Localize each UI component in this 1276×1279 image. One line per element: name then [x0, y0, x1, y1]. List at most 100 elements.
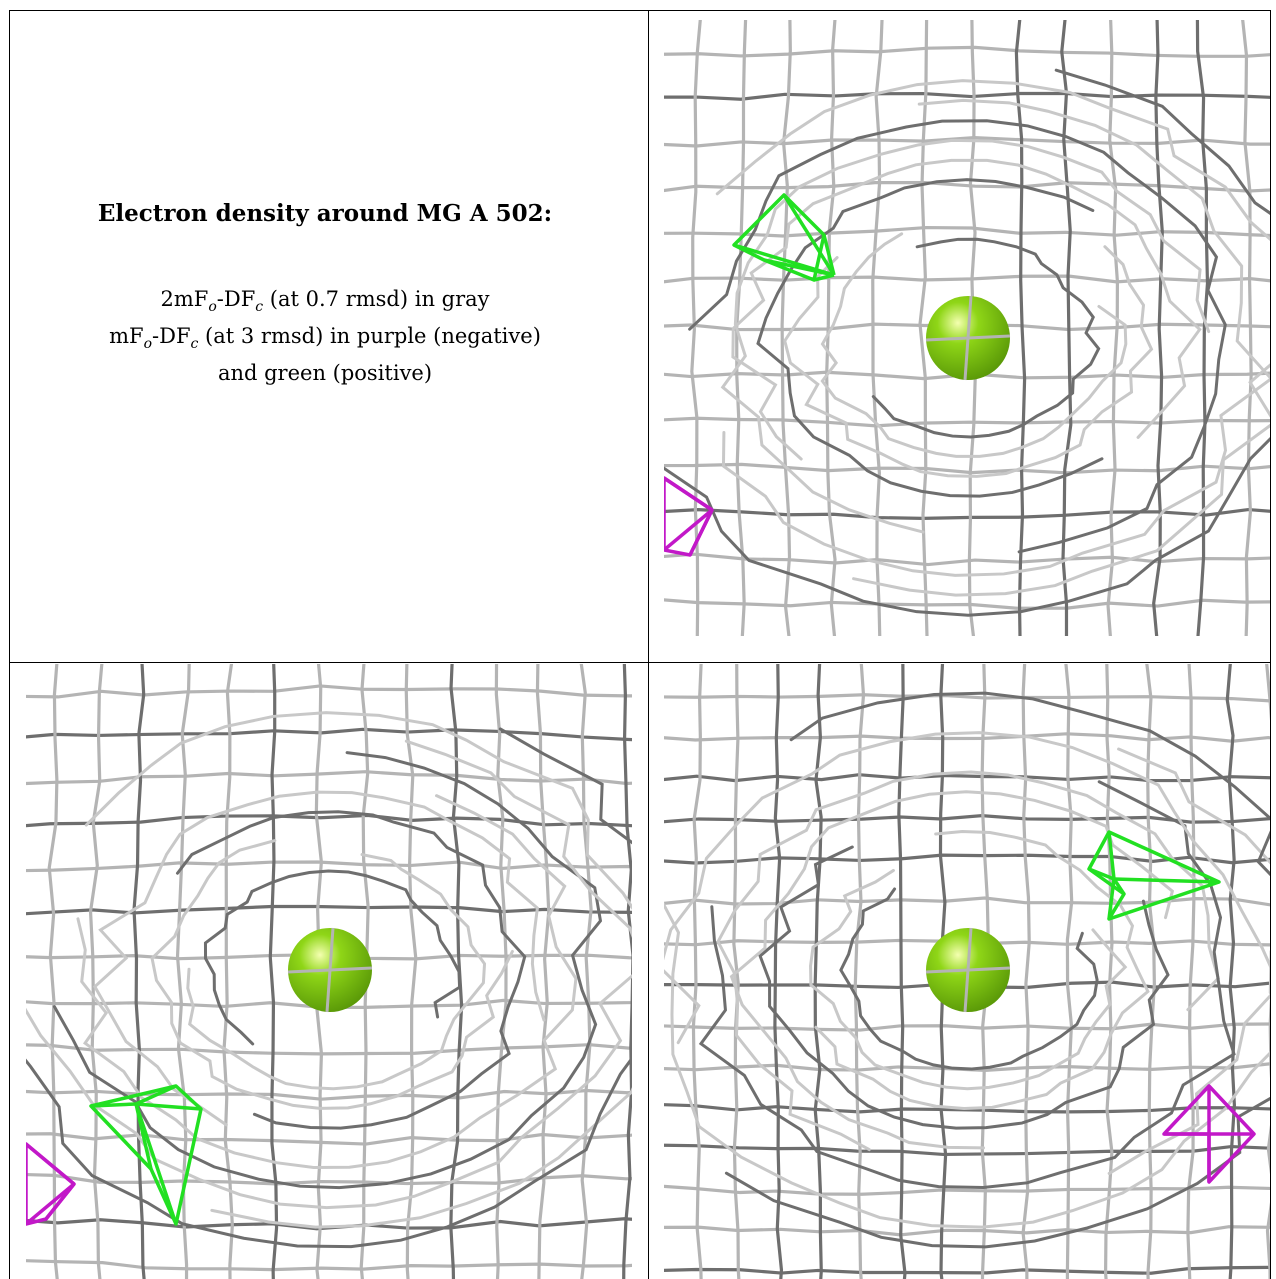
mesh-line: [404, 664, 418, 1279]
negative-difference-blob: [664, 476, 714, 557]
grid-line-top: [9, 10, 1271, 11]
gray-density-mesh: [664, 20, 1270, 636]
mesh-line: [47, 664, 59, 1279]
positive-difference-blob: [89, 1084, 203, 1226]
mesh-line: [664, 1265, 1270, 1275]
mesh-line: [664, 552, 1270, 567]
mesh-shell-line: [715, 79, 1270, 597]
mesh-line: [691, 664, 703, 1279]
mesh-line: [135, 1102, 202, 1111]
mesh-line: [664, 896, 1270, 907]
mesh-line: [1113, 877, 1220, 884]
mesh-line: [664, 732, 1270, 743]
mesh-line: [26, 1259, 632, 1272]
mesh-line: [732, 193, 826, 282]
mesh-line: [1107, 831, 1116, 880]
mesh-line: [222, 664, 234, 1279]
grid-line-left: [9, 10, 10, 1279]
mesh-line: [88, 664, 104, 1279]
mesh-shell-line: [783, 245, 1154, 478]
mesh-line: [664, 508, 714, 552]
mesh-line: [26, 1172, 632, 1186]
mesh-shell-line: [26, 739, 632, 1210]
mesh-line: [825, 20, 837, 636]
gray-density-mesh: [664, 664, 1270, 1279]
figure-caption: Electron density around MG A 502: 2mFo-D…: [10, 200, 640, 388]
mesh-line: [813, 664, 823, 1279]
mesh-line: [175, 664, 191, 1279]
mesh-line: [664, 814, 1270, 824]
mesh-line: [1014, 20, 1027, 636]
mesh-shell-line: [724, 691, 1270, 1249]
mesh-shell-line: [758, 845, 1170, 1130]
mesh-line: [664, 1184, 1270, 1196]
mesh-line: [1106, 20, 1120, 636]
caption-line-colors: and green (positive): [217, 361, 433, 386]
mesh-shell-line: [721, 98, 1270, 577]
density-view-panel: [664, 20, 1270, 636]
caption-line-2fofc: 2mFo-DFc (at 0.7 rmsd) in gray: [160, 287, 490, 316]
mesh-line: [268, 664, 279, 1279]
mesh-line: [773, 664, 784, 1279]
mesh-line: [664, 1022, 1270, 1032]
mesh-line: [1225, 664, 1236, 1279]
mesh-shell-line: [76, 794, 578, 1169]
mesh-shell-line: [839, 887, 1099, 1071]
mesh-shell-line: [814, 829, 1150, 1111]
mesh-line: [535, 664, 551, 1279]
density-view-panel: [664, 664, 1270, 1279]
mesh-line: [664, 773, 1270, 783]
caption-line-fofc: mFo-DFc (at 3 rmsd) in purple (negative): [109, 324, 541, 353]
density-view-2: [26, 664, 632, 1279]
caption-title: Electron density around MG A 502:: [97, 200, 553, 227]
mesh-shell-line: [731, 158, 1202, 461]
mesh-shell-line: [26, 727, 632, 1249]
mesh-shell-line: [809, 868, 1128, 1091]
density-view-panel: [26, 664, 632, 1279]
grid-line-row-divider: [9, 662, 1271, 663]
mesh-line: [1064, 664, 1074, 1279]
mesh-line: [1145, 664, 1156, 1279]
mesh-line: [449, 664, 464, 1279]
mesh-line: [1152, 20, 1164, 636]
mesh-line: [664, 1225, 1270, 1237]
mesh-shell-line: [729, 790, 1175, 1150]
density-view-3: [664, 664, 1270, 1279]
mesh-line: [325, 927, 335, 1013]
mesh-line: [735, 20, 748, 636]
mesh-line: [780, 20, 792, 636]
mesh-line: [26, 1217, 632, 1231]
mesh-shell-line: [716, 770, 1220, 1152]
mesh-line: [664, 416, 1270, 428]
mesh-line: [134, 1103, 153, 1170]
mesh-line: [1021, 664, 1031, 1279]
mesh-line: [1186, 664, 1196, 1279]
mesh-line: [664, 476, 714, 557]
mesh-shell-line: [871, 237, 1101, 439]
mesh-line: [26, 1182, 76, 1226]
mesh-line: [1103, 664, 1114, 1279]
mesh-shell-line: [664, 747, 1270, 1229]
grid-line-right: [1270, 10, 1271, 1279]
mesh-line: [622, 664, 632, 1279]
density-view-1: [664, 20, 1270, 636]
mesh-shell-line: [664, 731, 1270, 1175]
mesh-line: [1087, 830, 1221, 921]
mesh-line: [664, 693, 1270, 703]
mesh-line: [822, 234, 836, 276]
mesh-line: [664, 1143, 1270, 1157]
mesh-line: [690, 20, 702, 636]
mesh-shell-line: [92, 790, 546, 1127]
mesh-line: [871, 20, 884, 636]
mesh-line: [853, 664, 866, 1279]
mesh-shell-line: [756, 178, 1104, 498]
mesh-line: [963, 927, 973, 1013]
mesh-line: [963, 295, 973, 381]
mesh-line: [134, 1103, 178, 1225]
negative-difference-blob: [26, 1142, 76, 1226]
mesh-line: [579, 664, 593, 1279]
mesh-shell-line: [203, 869, 462, 1046]
mesh-line: [664, 507, 1270, 520]
mesh-line: [664, 598, 1270, 610]
